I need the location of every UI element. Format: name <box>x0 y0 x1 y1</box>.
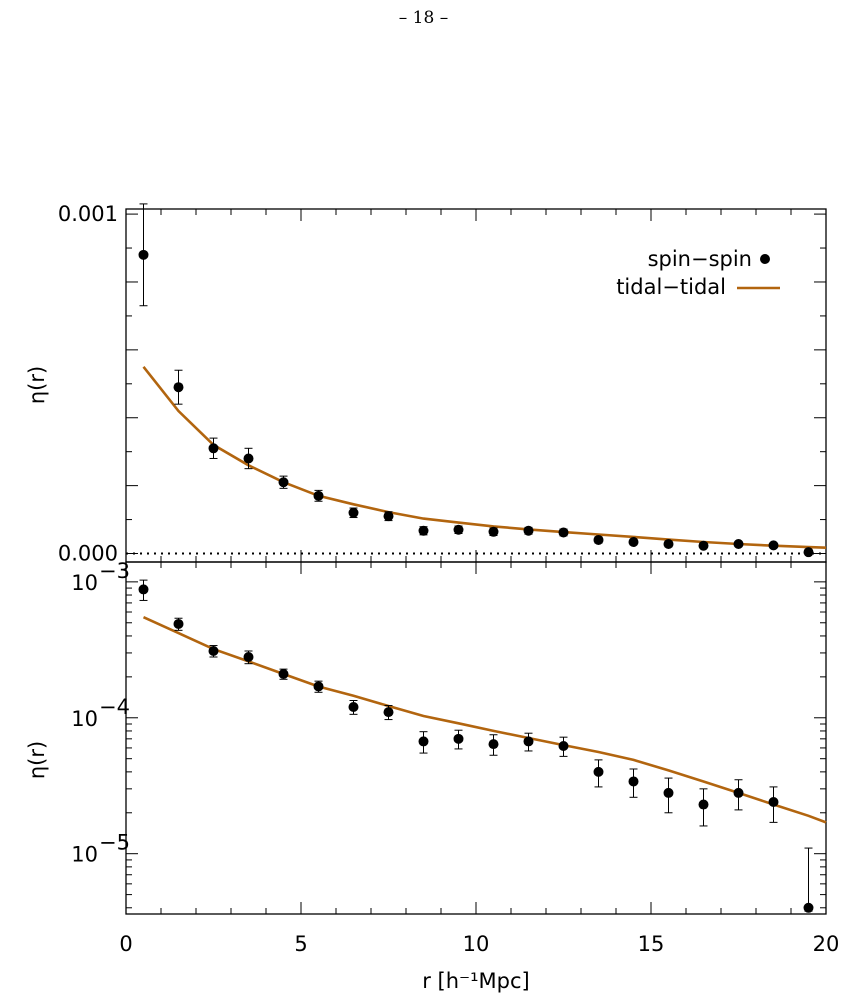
y-tick-label-bottom: 10 <box>71 843 98 867</box>
y-tick-label-top: 0.001 <box>58 202 118 226</box>
spin-spin-point-top <box>208 443 219 454</box>
y-tick-label-bottom: 10 <box>71 571 98 595</box>
spin-spin-point-top <box>173 382 184 393</box>
spin-spin-point-bottom <box>173 618 184 629</box>
spin-spin-point-top <box>768 540 779 551</box>
spin-spin-point-top <box>663 539 674 550</box>
x-tick-label: 20 <box>813 932 840 956</box>
spin-spin-point-bottom <box>243 652 254 663</box>
y-tick-label-exponent: −4 <box>99 695 130 719</box>
spin-spin-point-top <box>698 540 709 551</box>
spin-spin-point-top <box>278 477 289 488</box>
spin-spin-point-bottom <box>278 668 289 679</box>
spin-spin-point-bottom <box>803 902 814 913</box>
y-axis-label-bottom: η(r) <box>25 741 49 779</box>
spin-spin-point-bottom <box>663 787 674 798</box>
spin-spin-point-bottom <box>208 645 219 656</box>
x-tick-label: 5 <box>294 932 307 956</box>
x-tick-label: 0 <box>119 932 132 956</box>
spin-spin-point-top <box>138 249 149 260</box>
y-tick-label-exponent: −5 <box>99 831 130 855</box>
x-axis-label: r [h⁻¹Mpc] <box>422 969 530 993</box>
spin-spin-point-bottom <box>628 776 639 787</box>
legend-label-tidal-tidal: tidal−tidal <box>616 275 726 299</box>
tidal-tidal-line-bottom <box>142 616 827 824</box>
spin-spin-point-bottom <box>698 799 709 810</box>
spin-spin-point-top <box>523 525 534 536</box>
x-tick-label: 15 <box>638 932 665 956</box>
spin-spin-point-bottom <box>558 740 569 751</box>
spin-spin-point-bottom <box>733 787 744 798</box>
x-tick-label: 10 <box>463 932 490 956</box>
spin-spin-point-bottom <box>418 736 429 747</box>
spin-spin-point-top <box>558 527 569 538</box>
spin-spin-point-bottom <box>313 681 324 692</box>
spin-spin-point-top <box>488 526 499 537</box>
spin-spin-point-bottom <box>488 739 499 750</box>
legend-label-spin-spin: spin−spin <box>648 247 752 271</box>
spin-spin-point-top <box>803 547 814 558</box>
y-tick-label-bottom: 10 <box>71 707 98 731</box>
spin-spin-point-top <box>348 507 359 518</box>
spin-spin-point-top <box>383 511 394 522</box>
plot-frame-bottom <box>125 561 827 915</box>
spin-spin-point-top <box>453 524 464 535</box>
y-tick-label-top: 0.000 <box>58 542 118 566</box>
tidal-tidal-line-top <box>142 365 827 549</box>
spin-spin-point-bottom <box>138 584 149 595</box>
top-panel: 0.000 0.001 <box>58 202 827 566</box>
spin-spin-point-bottom <box>383 707 394 718</box>
spin-spin-point-bottom <box>348 702 359 713</box>
legend-marker-spin-spin <box>760 254 770 264</box>
legend: spin−spin tidal−tidal <box>616 247 780 299</box>
axis-labels: η(r) η(r) r [h⁻¹Mpc] <box>25 366 530 993</box>
spin-spin-point-top <box>243 453 254 464</box>
spin-spin-point-top <box>733 539 744 550</box>
spin-spin-point-bottom <box>593 766 604 777</box>
spin-spin-point-bottom <box>523 736 534 747</box>
spin-spin-point-top <box>593 534 604 545</box>
spin-spin-point-top <box>628 536 639 547</box>
spin-spin-point-bottom <box>453 733 464 744</box>
spin-spin-point-bottom <box>768 797 779 808</box>
spin-spin-point-top <box>313 490 324 501</box>
spin-spin-point-top <box>418 525 429 536</box>
y-tick-label-exponent: −3 <box>99 559 130 583</box>
y-axis-label-top: η(r) <box>25 366 49 404</box>
page-number: – 18 – <box>398 8 449 28</box>
